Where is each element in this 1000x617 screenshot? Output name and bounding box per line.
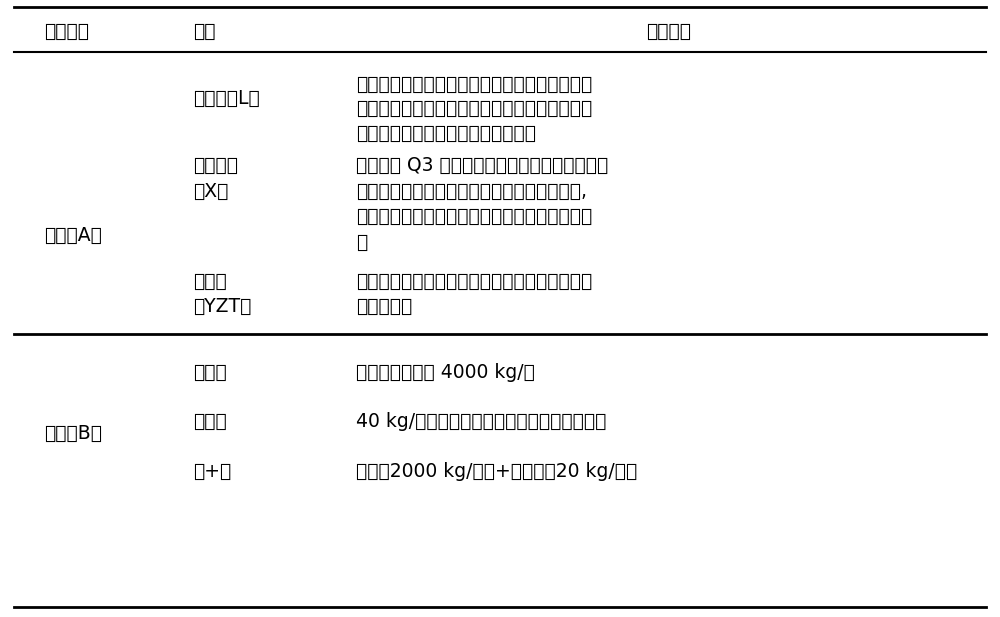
Text: 农+复: 农+复 — [193, 462, 231, 481]
Text: 羊粪，施肥量为 4000 kg/亩: 羊粪，施肥量为 4000 kg/亩 — [356, 363, 535, 382]
Text: 显: 显 — [356, 233, 367, 252]
Text: 红粘土（L）: 红粘土（L） — [193, 89, 259, 108]
Text: 农家肥: 农家肥 — [193, 363, 226, 382]
Text: 40 kg/亩，其中饲料油菜复合肥均为碳氮肥料: 40 kg/亩，其中饲料油菜复合肥均为碳氮肥料 — [356, 412, 607, 431]
Text: 上，垂直节理发育，遇水崩解快颗粒较为均匀,: 上，垂直节理发育，遇水崩解快颗粒较为均匀, — [356, 181, 587, 201]
Text: 土壤属性: 土壤属性 — [646, 22, 691, 41]
Text: 治沟造地工程新增耕地土壤，由就近土壤进行翻: 治沟造地工程新增耕地土壤，由就近土壤进行翻 — [356, 271, 592, 291]
Text: 复合肥: 复合肥 — [193, 412, 226, 431]
Text: 马兰黄土: 马兰黄土 — [193, 156, 238, 175]
Text: 覆土（A）: 覆土（A） — [44, 226, 102, 245]
Text: 覆黄土之下，紧密性脆，风化面呈片状，透水透: 覆黄土之下，紧密性脆，风化面呈片状，透水透 — [356, 99, 592, 118]
Text: 考虑因素: 考虑因素 — [44, 22, 89, 41]
Text: 气性差，保水保肥性强，孔隙度较低: 气性差，保水保肥性强，孔隙度较低 — [356, 123, 536, 143]
Text: 原状土: 原状土 — [193, 271, 226, 291]
Text: （YZT）: （YZT） — [193, 297, 251, 316]
Text: 晚更新世 Q3 浅黄色黄土，主要覆盖在老黄土之: 晚更新世 Q3 浅黄色黄土，主要覆盖在老黄土之 — [356, 156, 608, 175]
Text: 施肥（B）: 施肥（B） — [44, 424, 102, 443]
Text: 结构疏松，大孔发育，透水透气性强，湿陷性明: 结构疏松，大孔发育，透水透气性强，湿陷性明 — [356, 207, 592, 226]
Text: 上新世浅红棕或灰棕红色粘土，不连续分布于上: 上新世浅红棕或灰棕红色粘土，不连续分布于上 — [356, 75, 592, 94]
Text: 松的耕作层: 松的耕作层 — [356, 297, 412, 316]
Text: 类型: 类型 — [193, 22, 215, 41]
Text: （X）: （X） — [193, 181, 228, 201]
Text: 羊粪（2000 kg/亩）+复合肥（20 kg/亩）: 羊粪（2000 kg/亩）+复合肥（20 kg/亩） — [356, 462, 637, 481]
